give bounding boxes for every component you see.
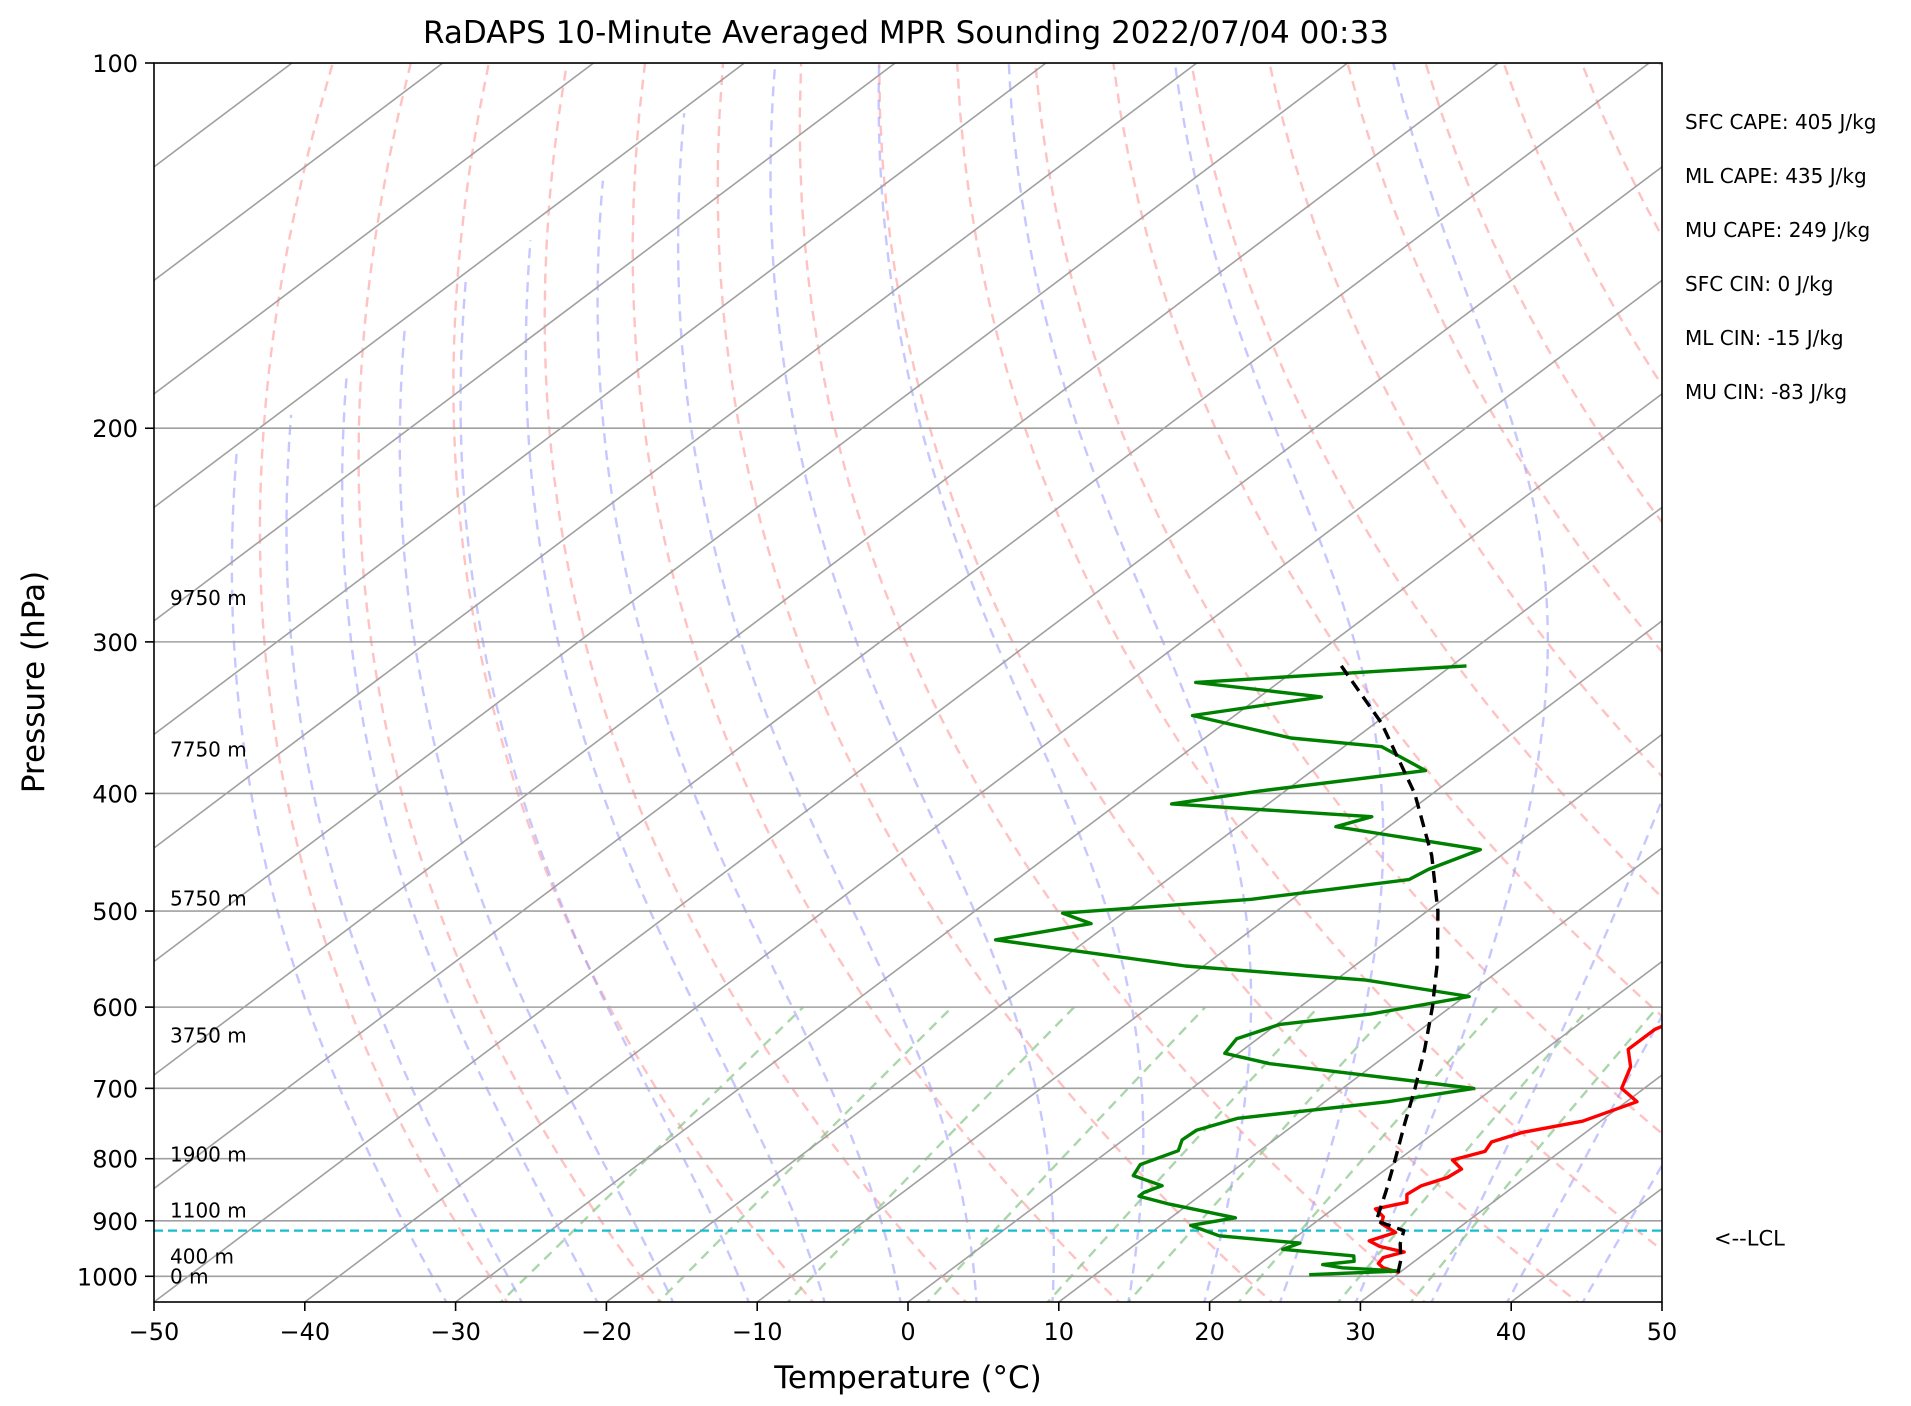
height-label: 3750 m: [170, 1023, 247, 1047]
y-tick-label: 1000: [77, 1263, 138, 1291]
height-label: 5750 m: [170, 886, 247, 910]
isotherm-line: [756, 619, 1662, 1302]
moist-adiabat-line: [341, 372, 599, 1302]
y-tick-label: 700: [92, 1075, 138, 1103]
isotherm-line: [455, 392, 1662, 1302]
temperature-line: [1367, 1024, 1662, 1275]
dewpoint-line: [993, 664, 1483, 1277]
mixing-ratio-line: [499, 1006, 805, 1302]
isotherm-line: [154, 165, 1662, 1302]
height-label: 0 m: [170, 1264, 209, 1288]
x-tick-label: 0: [900, 1318, 915, 1346]
dry-adiabat-line: [1268, 63, 1662, 779]
index-readout: MU CAPE: 249 J/kg: [1685, 218, 1870, 242]
index-readout: ML CAPE: 435 J/kg: [1685, 164, 1867, 188]
x-tick-label: −10: [732, 1318, 783, 1346]
dry-adiabat-line: [543, 63, 968, 1302]
index-readout: ML CIN: -15 J/kg: [1685, 326, 1844, 350]
x-tick-label: −20: [581, 1318, 632, 1346]
mixing-ratio-line: [1046, 1006, 1320, 1302]
x-tick-label: 30: [1345, 1318, 1376, 1346]
height-label: 1100 m: [170, 1199, 247, 1223]
dry-adiabat-line: [798, 63, 1427, 1302]
y-tick-label: 800: [92, 1146, 138, 1174]
isotherm-line: [1359, 1073, 1662, 1302]
isotherm-line: [154, 63, 595, 395]
x-tick-label: −40: [279, 1318, 330, 1346]
isotherm-line: [1209, 960, 1662, 1302]
y-axis-label: Pressure (hPa): [16, 571, 52, 793]
lcl-label: <--LCL: [1714, 1227, 1785, 1251]
isotherm-line: [154, 63, 896, 622]
y-tick-label: 300: [92, 629, 138, 657]
isotherm-line: [154, 63, 745, 509]
moist-adiabat-line: [459, 276, 750, 1302]
dry-adiabat-line: [1346, 63, 1662, 654]
y-tick-label: 400: [92, 780, 138, 808]
isotherm-line: [605, 506, 1662, 1302]
x-tick-label: −50: [129, 1318, 180, 1346]
dry-adiabat-line: [878, 63, 1580, 1302]
isotherm-line: [1058, 846, 1662, 1302]
dry-adiabat-line: [1190, 63, 1662, 900]
isotherm-line: [154, 63, 1650, 1190]
height-label: 7750 m: [170, 738, 247, 762]
height-label: 9750 m: [170, 586, 247, 610]
height-label: 400 m: [170, 1244, 234, 1268]
parcel-line: [1339, 664, 1440, 1273]
isotherm-line: [154, 63, 1047, 736]
isotherm-line: [154, 63, 1198, 849]
isotherm-line: [154, 63, 444, 282]
mixing-ratio-line: [786, 1006, 1076, 1302]
y-tick-label: 200: [92, 415, 138, 443]
dry-adiabat-line: [1034, 63, 1662, 1136]
x-tick-label: −30: [430, 1318, 481, 1346]
moist-adiabat-line: [676, 113, 978, 1302]
mixing-ratio-line: [1336, 1006, 1591, 1302]
y-tick-label: 900: [92, 1208, 138, 1236]
isotherm-line: [907, 733, 1662, 1302]
y-tick-label: 100: [92, 50, 138, 78]
isotherm-line: [154, 63, 1349, 963]
index-readout: MU CIN: -83 J/kg: [1685, 380, 1847, 404]
mixing-ratio-line: [1237, 1006, 1498, 1302]
isotherm-line: [154, 63, 1499, 1076]
mixing-ratio-line: [1126, 1006, 1395, 1302]
x-tick-label: 20: [1194, 1318, 1225, 1346]
x-tick-label: 10: [1044, 1318, 1075, 1346]
mixing-ratio-line: [925, 1006, 1207, 1302]
height-label: 1900 m: [170, 1143, 247, 1167]
index-readout: SFC CIN: 0 J/kg: [1685, 272, 1833, 296]
mixing-ratio-line: [1409, 1006, 1659, 1302]
x-axis-label: Temperature (°C): [773, 1360, 1042, 1396]
isotherm-line: [304, 279, 1662, 1302]
mixing-ratio-line: [656, 1006, 953, 1302]
x-tick-label: 40: [1496, 1318, 1527, 1346]
y-tick-label: 600: [92, 994, 138, 1022]
x-tick-label: 50: [1647, 1318, 1678, 1346]
index-readout: SFC CAPE: 405 J/kg: [1685, 110, 1876, 134]
chart-title: RaDAPS 10-Minute Averaged MPR Sounding 2…: [423, 15, 1389, 51]
moist-adiabat-line: [596, 180, 902, 1302]
y-tick-label: 500: [92, 898, 138, 926]
